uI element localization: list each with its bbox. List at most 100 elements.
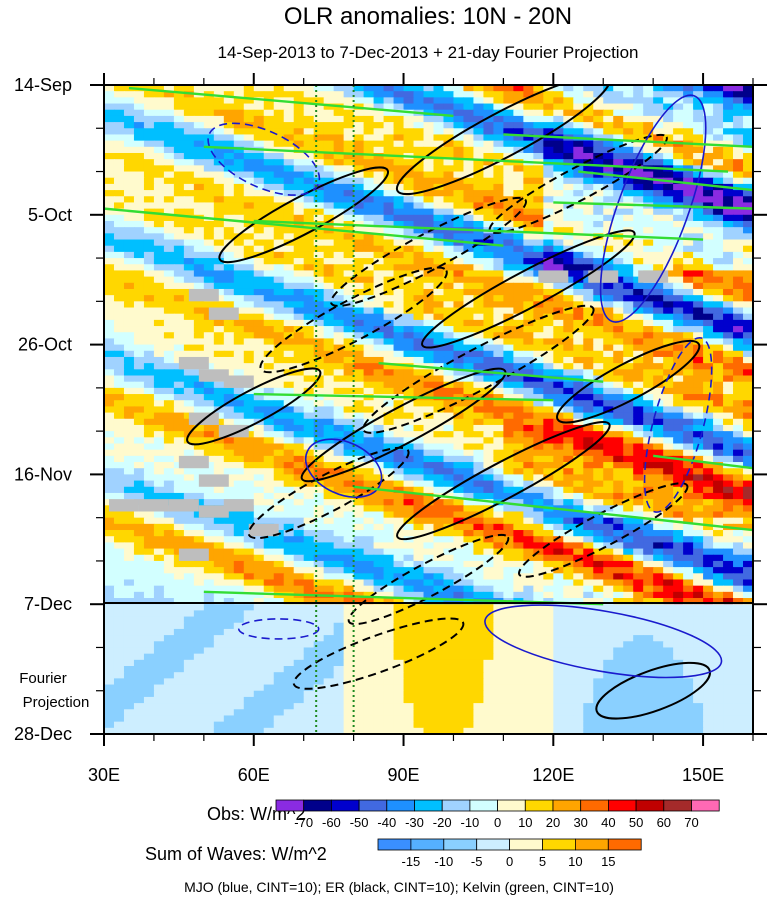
obs-cell [393, 214, 405, 222]
obs-cell [393, 196, 405, 204]
obs-cell [113, 406, 125, 414]
obs-cell [463, 103, 475, 111]
obs-cell [433, 554, 445, 562]
obs-cell [643, 251, 654, 259]
obs-cell [613, 344, 624, 352]
obs-cell [503, 190, 514, 197]
obs-cell [163, 350, 175, 358]
obs-cell [283, 437, 295, 445]
obs-cell [693, 338, 704, 346]
obs-cell [213, 455, 225, 463]
obs-cell [663, 307, 674, 315]
obs-cell [153, 517, 165, 525]
obs-cell [413, 462, 425, 469]
obs-cell [693, 233, 704, 241]
obs-cell [413, 301, 425, 309]
obs-cell [104, 307, 115, 315]
obs-cell [473, 276, 485, 284]
obs-cell [703, 159, 714, 166]
obs-cell [233, 103, 245, 111]
obs-cell [233, 146, 245, 154]
obs-cell [163, 233, 175, 241]
obs-cell [463, 486, 475, 494]
obs-cell [603, 363, 614, 370]
obs-cell [653, 517, 664, 525]
obs-cell [303, 418, 315, 426]
obs-cell [113, 270, 125, 278]
obs-cell [493, 171, 504, 179]
obs-cell [263, 288, 275, 296]
obs-cell [273, 480, 285, 488]
obs-cell [493, 344, 504, 352]
obs-cell [623, 307, 634, 315]
obs-cell [203, 134, 215, 142]
obs-cell [123, 165, 135, 173]
obs-cell [213, 468, 225, 475]
obs-cell [383, 227, 395, 234]
obs-cell [433, 548, 445, 556]
obs-cell [283, 270, 295, 278]
obs-cell [113, 313, 125, 321]
obs-cell [273, 387, 285, 395]
obs-cell [403, 282, 415, 290]
obs-cell [253, 412, 265, 420]
obs-cell [723, 282, 734, 290]
obs-cell [743, 511, 753, 519]
obs-cell [513, 239, 524, 247]
obs-cell [233, 134, 245, 142]
obs-cell [723, 548, 734, 556]
obs-cell [473, 350, 485, 358]
obs-cell [543, 288, 554, 296]
obs-cell [363, 468, 375, 475]
obs-cell [693, 418, 704, 426]
obs-cell [493, 251, 504, 259]
obs-cell [593, 115, 604, 123]
obs-cell [423, 245, 435, 253]
obs-cell [563, 449, 574, 457]
obs-cell [723, 313, 734, 321]
obs-cell [443, 159, 455, 166]
obs-cell [193, 381, 205, 389]
obs-cell [443, 449, 455, 457]
obs-cell [393, 159, 405, 166]
obs-cell [663, 381, 674, 389]
obs-cell [713, 350, 724, 358]
obs-cell [613, 134, 624, 142]
obs-cell [543, 412, 554, 420]
obs-cell [593, 140, 604, 148]
obs-cell [663, 313, 674, 321]
obs-cell [613, 381, 624, 389]
obs-cell [633, 499, 644, 506]
obs-cell [443, 233, 455, 241]
obs-cell [123, 295, 135, 302]
obs-cell [643, 400, 654, 408]
obs-cell [303, 109, 315, 117]
obs-cell [523, 369, 534, 377]
obs-cell [313, 536, 325, 543]
obs-cell [523, 227, 534, 234]
obs-cell [533, 394, 544, 401]
obs-cell [453, 338, 465, 346]
obs-cell [263, 295, 275, 302]
obs-cell [603, 202, 614, 210]
obs-cell [303, 208, 315, 216]
obs-cell [193, 282, 205, 290]
obs-cell [243, 103, 255, 111]
obs-cell [493, 177, 504, 185]
obs-cell [613, 449, 624, 457]
obs-cell [613, 394, 624, 401]
obs-cell [343, 511, 355, 519]
obs-cell [323, 542, 335, 550]
obs-cell [463, 455, 475, 463]
obs-cell [153, 424, 165, 432]
obs-cell [183, 443, 195, 451]
obs-cell [213, 245, 225, 253]
obs-cell [263, 394, 275, 401]
obs-cell [473, 554, 485, 562]
obs-cell [323, 165, 335, 173]
obs-cell [743, 443, 753, 451]
obs-cell [233, 387, 245, 395]
obs-cell [573, 313, 584, 321]
obs-cell [473, 344, 485, 352]
obs-cell [363, 443, 375, 451]
